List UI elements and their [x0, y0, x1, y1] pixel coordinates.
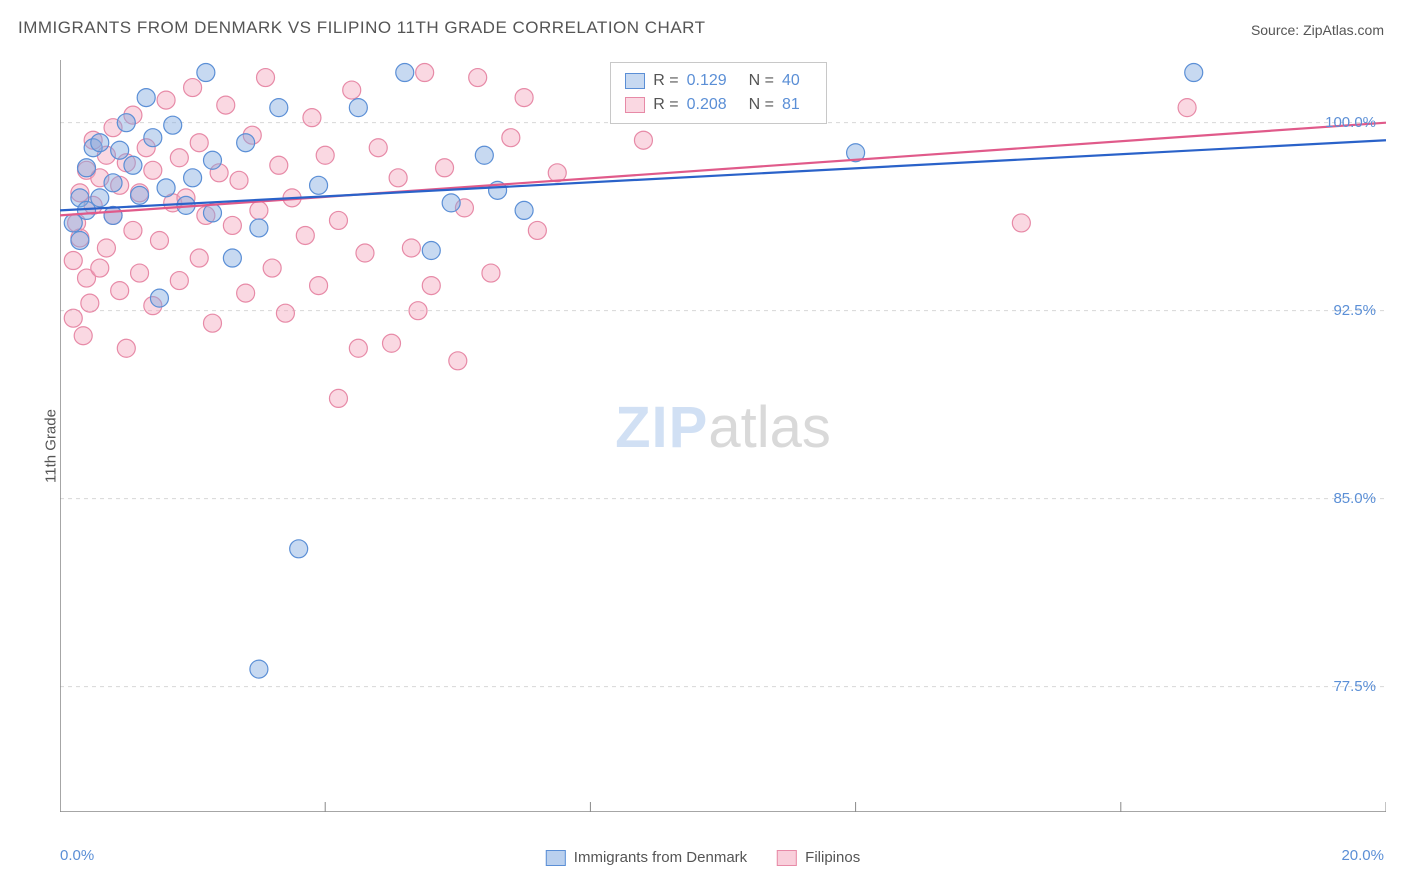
- stat-n-label: N =: [749, 69, 774, 93]
- stat-r-value: 0.208: [687, 93, 741, 117]
- legend-swatch: [546, 850, 566, 866]
- x-axis-end-label: 20.0%: [1341, 847, 1384, 864]
- legend-label: Immigrants from Denmark: [574, 849, 747, 866]
- correlation-legend: R = 0.129 N = 40 R = 0.208 N = 81: [610, 62, 827, 124]
- legend-item: Immigrants from Denmark: [546, 849, 747, 866]
- chart-container: IMMIGRANTS FROM DENMARK VS FILIPINO 11TH…: [0, 0, 1406, 892]
- stat-r-label: R =: [653, 93, 678, 117]
- y-axis-label: 11th Grade: [42, 409, 59, 483]
- stat-n-label: N =: [749, 93, 774, 117]
- y-tick-label: 92.5%: [1333, 302, 1376, 319]
- legend-swatch: [777, 850, 797, 866]
- y-tick-label: 77.5%: [1333, 678, 1376, 695]
- plot-area: ZIPatlas R =0.129N =40R =0.208N =81: [60, 60, 1386, 812]
- legend-label: Filipinos: [805, 849, 860, 866]
- scatter-plot-svg: [60, 60, 1386, 812]
- x-axis-start-label: 0.0%: [60, 847, 94, 864]
- stat-swatch: [625, 73, 645, 89]
- stat-legend-row: R = 0.208 N = 81: [625, 93, 812, 117]
- stat-swatch: [625, 97, 645, 113]
- legend-item: Filipinos: [777, 849, 860, 866]
- y-tick-label: 85.0%: [1333, 490, 1376, 507]
- stat-n-value: 40: [782, 69, 812, 93]
- stat-r-value: 0.129: [687, 69, 741, 93]
- stat-r-label: R =: [653, 69, 678, 93]
- source-label: Source: ZipAtlas.com: [1251, 22, 1384, 38]
- stat-n-value: 81: [782, 93, 812, 117]
- y-tick-label: 100.0%: [1325, 114, 1376, 131]
- series-legend: Immigrants from Denmark Filipinos: [546, 849, 860, 866]
- chart-title: IMMIGRANTS FROM DENMARK VS FILIPINO 11TH…: [18, 18, 706, 38]
- stat-legend-row: R = 0.129 N = 40: [625, 69, 812, 93]
